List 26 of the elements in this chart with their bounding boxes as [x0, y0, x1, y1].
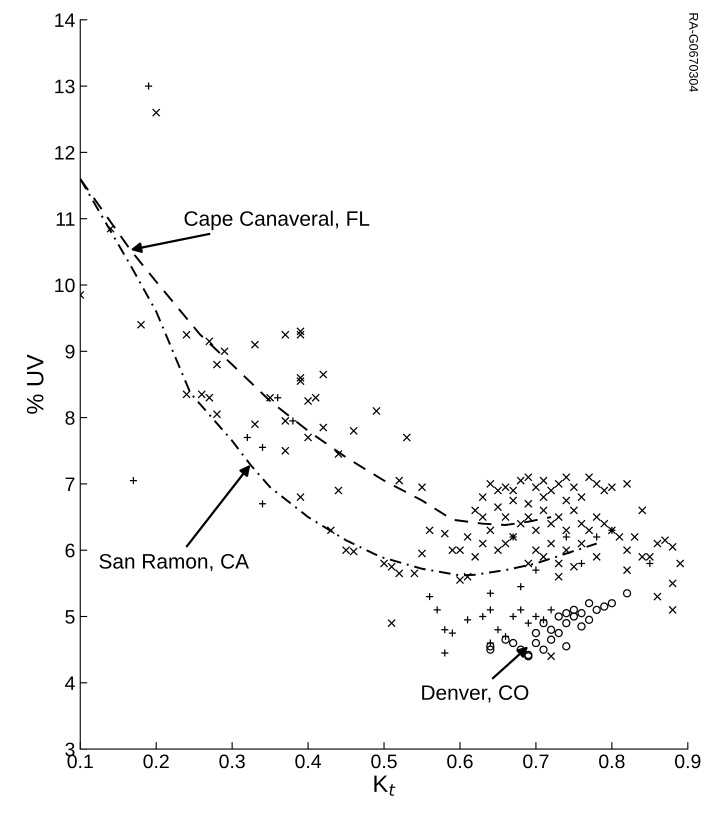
y-tick-label: 4	[65, 676, 75, 690]
y-tick-label: 11	[56, 212, 74, 226]
x-tick-label: 0.9	[675, 754, 700, 768]
y-tick-label: 12	[55, 146, 74, 160]
x-tick-label: 0.2	[143, 754, 169, 768]
x-tick-label: 0.1	[68, 754, 93, 768]
x-tick-label: 0.7	[523, 754, 548, 768]
annotation: Denver, CO	[422, 685, 528, 702]
x-tick-label: 0.6	[447, 754, 473, 768]
y-tick-label: 5	[65, 610, 75, 624]
x-tick-label: 0.5	[371, 754, 397, 768]
y-tick-label: 10	[55, 278, 75, 292]
x-tick-label: 0.3	[219, 754, 245, 768]
y-tick-label: 9	[65, 344, 74, 359]
y-tick-label: 13	[55, 80, 75, 94]
annotation: San Ramon, CA	[99, 554, 249, 572]
text: RA-G0670304	[689, 13, 698, 92]
x-tick-label: 0.4	[295, 754, 322, 768]
x-axis-title: K$_{t}$	[374, 776, 396, 796]
y-tick-label: 8	[65, 411, 75, 425]
annotation: Cape Canaveral, FL	[184, 210, 370, 230]
y-tick-label: 6	[66, 544, 75, 558]
y-axis-title: % UV	[26, 354, 44, 414]
y-tick-label: 14	[55, 13, 75, 27]
y-tick-label: 7	[66, 478, 74, 491]
x-tick-label: 0.8	[599, 754, 625, 768]
